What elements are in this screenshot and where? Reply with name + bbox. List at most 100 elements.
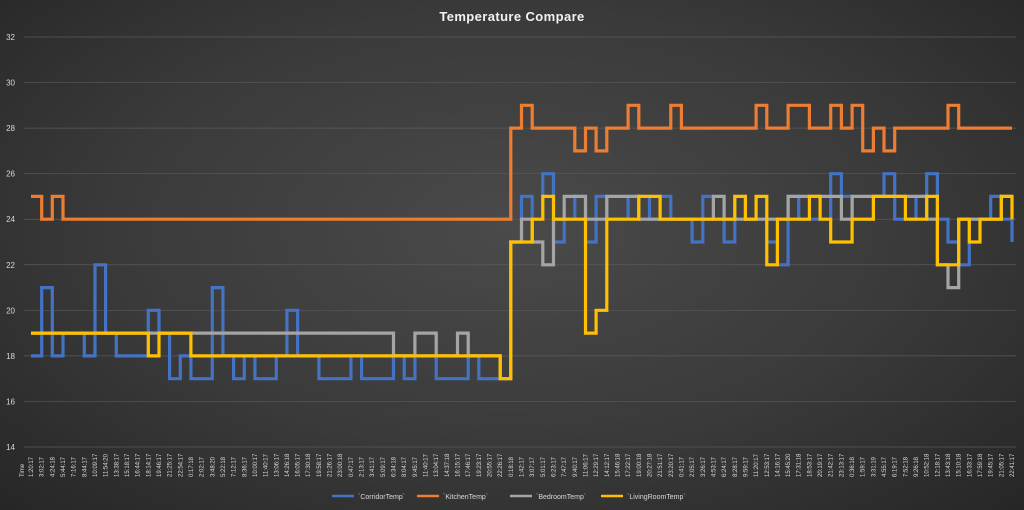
x-tick-label: 21:42:17 — [829, 453, 835, 477]
x-tick-label: 21:05:17 — [999, 453, 1005, 477]
x-tick-label: 11:40:17 — [264, 453, 270, 477]
x-tick-label: 14:12:17 — [605, 453, 611, 477]
x-tick-label: 3:31:19 — [871, 456, 877, 477]
x-tick-label: 0:41:17 — [679, 456, 685, 477]
x-tick-label: 7:52:18 — [903, 456, 909, 477]
x-tick-label: 5:44:17 — [61, 456, 67, 477]
x-tick-label: 2:02:17 — [200, 456, 206, 477]
x-tick-label: 17:46:17 — [466, 453, 472, 477]
x-tick-label: 11:54:20 — [104, 453, 110, 477]
x-tick-label: 17:31:18 — [797, 453, 803, 477]
x-tick-label: 18:53:17 — [807, 453, 813, 477]
x-tick-label: 1:59:17 — [861, 456, 867, 477]
x-tick-label: 23:00:18 — [338, 453, 344, 477]
x-tick-label: 15:18:17 — [125, 453, 131, 477]
x-axis-label: Time — [20, 463, 26, 477]
x-tick-label: 17:59:18 — [978, 453, 984, 477]
x-tick-label: 18:14:17 — [146, 453, 152, 477]
series-line-0 — [31, 172, 1014, 381]
x-tick-label: 9:45:17 — [413, 456, 419, 477]
x-tick-label: 20:55:17 — [488, 453, 494, 477]
x-tick-label: 2:13:17 — [360, 456, 366, 477]
x-tick-label: 3:07:17 — [530, 456, 536, 477]
x-tick-label: 0:47:17 — [349, 456, 355, 477]
x-tick-label: 17:30:18 — [306, 453, 312, 477]
x-tick-label: 16:44:17 — [136, 453, 142, 477]
legend-label: `CorridorTemp` — [358, 494, 405, 501]
x-tick-label: 7:12:17 — [232, 456, 238, 477]
x-tick-label: 14:16:17 — [775, 453, 781, 477]
legend: `CorridorTemp` `KitchenTemp` `BedroomTemp`… — [332, 494, 686, 501]
x-tick-label: 13:38:17 — [114, 453, 120, 477]
x-tick-label: 20:19:17 — [818, 453, 824, 477]
x-tick-label: 7:16:17 — [72, 456, 78, 477]
x-tick-label: 19:58:17 — [317, 453, 323, 477]
x-tick-label: 22:54:17 — [178, 453, 184, 477]
x-tick-label: 19:23:17 — [477, 453, 483, 477]
x-tick-label: 9:59:17 — [743, 456, 749, 477]
x-tick-label: 10:00:17 — [253, 453, 259, 477]
x-tick-label: 8:04:17 — [402, 456, 408, 477]
x-tick-label: 11:40:17 — [424, 453, 430, 477]
y-axis-ticks: 14 16 18 20 22 24 26 28 30 32 — [6, 33, 15, 452]
x-tick-label: 21:25:17 — [168, 453, 174, 477]
x-tick-label: 23:20:17 — [669, 453, 675, 477]
x-tick-label: 3:02:17 — [40, 456, 46, 477]
x-tick-label: 6:34:18 — [392, 456, 398, 477]
x-tick-label: 10:52:18 — [925, 453, 931, 477]
x-tick-label: 1:42:17 — [520, 456, 526, 477]
y-tick-label: 24 — [6, 215, 15, 224]
x-tick-label: 19:46:17 — [157, 453, 163, 477]
x-tick-label: 22:41:17 — [1010, 453, 1016, 477]
x-tick-label: 5:22:18 — [221, 456, 227, 477]
x-tick-label: 6:19:17 — [893, 456, 899, 477]
x-tick-label: 14:26:18 — [285, 453, 291, 477]
x-tick-label: 0:18:18 — [509, 456, 515, 477]
x-tick-label: 5:01:17 — [541, 456, 547, 477]
y-tick-label: 18 — [6, 352, 15, 361]
x-tick-label: 15:45:20 — [786, 453, 792, 477]
y-tick-label: 28 — [6, 124, 15, 133]
legend-label: `LivingRoomTemp` — [627, 494, 686, 501]
x-tick-label: 4:53:17 — [711, 456, 717, 477]
x-tick-label: 15:10:18 — [957, 453, 963, 477]
y-tick-label: 30 — [6, 79, 15, 88]
x-tick-label: 13:06:17 — [274, 453, 280, 477]
x-tick-label: 14:37:18 — [445, 453, 451, 477]
x-tick-label: 3:41:17 — [370, 456, 376, 477]
x-tick-label: 1:20:17 — [29, 456, 35, 477]
x-tick-label: 8:36:17 — [242, 456, 248, 477]
x-tick-label: 4:55:17 — [882, 456, 888, 477]
series-line-3 — [31, 194, 1014, 381]
x-tick-label: 22:26:17 — [498, 453, 504, 477]
series-lines — [31, 103, 1014, 381]
x-tick-label: 11:20:17 — [754, 453, 760, 477]
x-tick-label: 23:13:17 — [839, 453, 845, 477]
x-tick-label: 12:29:17 — [594, 453, 600, 477]
y-tick-label: 14 — [6, 443, 15, 452]
x-tick-label: 10:09:17 — [93, 453, 99, 477]
y-tick-label: 22 — [6, 261, 15, 270]
chart-title: Temperature Compare — [439, 9, 584, 24]
x-tick-label: 12:18:17 — [935, 453, 941, 477]
x-tick-label: 0:36:18 — [850, 456, 856, 477]
x-tick-label: 8:44:17 — [82, 456, 88, 477]
x-tick-label: 19:00:18 — [637, 453, 643, 477]
x-tick-label: 0:17:18 — [189, 456, 195, 477]
x-axis-ticks: 1:20:17 3:02:17 4:24:18 5:44:17 7:16:17 8:44:… — [29, 453, 1016, 477]
y-tick-label: 16 — [6, 397, 15, 406]
x-tick-label: 21:51:17 — [658, 453, 664, 477]
series-line-1 — [31, 103, 1012, 221]
series-line-2 — [31, 194, 1012, 381]
x-tick-label: 3:48:20 — [210, 456, 216, 477]
x-tick-label: 20:27:18 — [647, 453, 653, 477]
x-tick-label: 19:45:17 — [989, 453, 995, 477]
x-tick-label: 6:24:17 — [722, 456, 728, 477]
x-tick-label: 16:15:17 — [456, 453, 462, 477]
x-tick-label: 2:05:17 — [690, 456, 696, 477]
y-tick-label: 32 — [6, 33, 15, 42]
x-tick-label: 16:33:17 — [967, 453, 973, 477]
legend-label: `BedroomTemp` — [536, 494, 586, 501]
